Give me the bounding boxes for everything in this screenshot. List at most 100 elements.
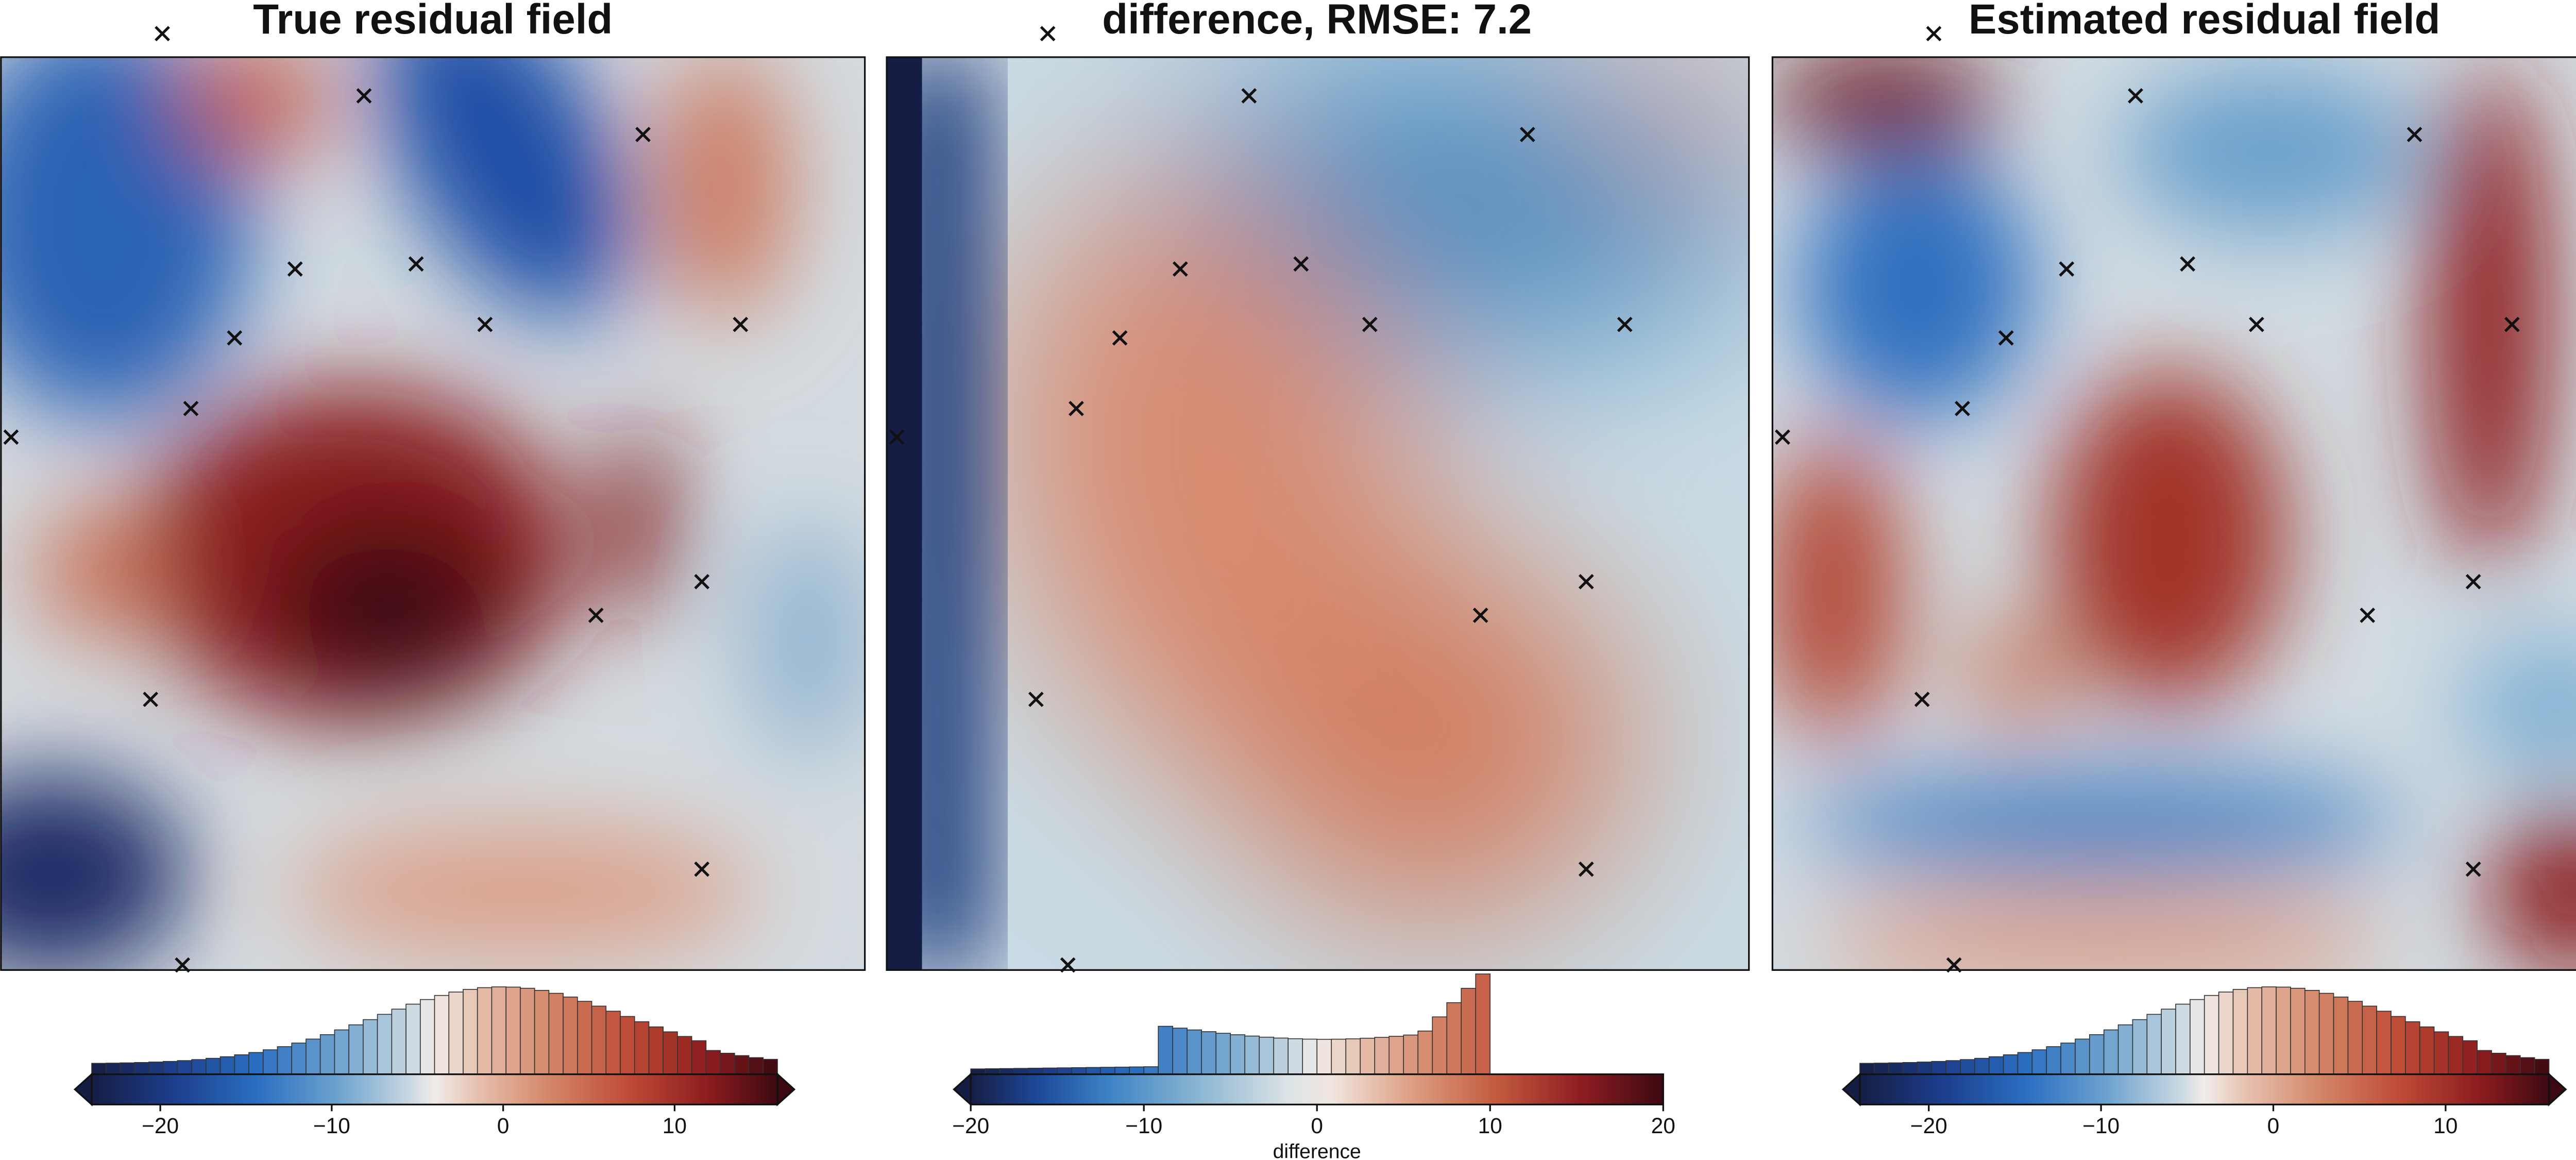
histogram-bar [2477,1050,2492,1075]
histogram-bar [1013,1068,1029,1075]
histogram-bar [1086,1067,1101,1075]
histogram-bar [1172,1028,1188,1075]
sample-point-marker [227,330,243,346]
sample-point-marker [694,574,710,590]
histogram-bar [999,1068,1015,1075]
histogram-bar [577,1001,592,1075]
sample-point-marker [1028,692,1044,708]
histogram-bar [1403,1034,1419,1075]
histogram-bar [1931,1061,1946,1075]
histogram-bar [419,999,435,1075]
histogram-bar [1287,1038,1303,1075]
histogram-bar [120,1062,135,1075]
sample-point-marker [155,26,170,42]
histogram-bar [2347,1001,2363,1075]
sample-point-marker [287,261,303,277]
histogram-bar [1071,1067,1087,1075]
colorbar: −20 −10 0 10 [73,986,796,1138]
histogram-bar [605,1011,621,1075]
histogram-bar [477,987,493,1075]
histogram-bar [1432,1016,1448,1075]
marker-layer [1775,26,2520,973]
sample-point-marker [1617,316,1633,332]
histogram-bar [534,989,550,1075]
histogram-bar [1244,1035,1260,1075]
sample-point-marker [889,429,905,445]
marker-layer [889,26,1633,973]
histogram-bar [1057,1067,1073,1075]
colorbar-tick-label: 10 [2433,1114,2458,1138]
sample-point-marker [1998,330,2014,346]
histogram-bar [2391,1016,2406,1075]
histogram-bar [162,1061,178,1075]
histogram-bar [1316,1038,1332,1075]
heatmap [1,57,865,970]
colorbar: −20 −10 0 10 20 difference [952,973,1675,1160]
histogram-bar [91,1063,107,1075]
colorbar-tick-label: −20 [1910,1114,1947,1138]
sample-point-marker [2128,88,2143,104]
histogram-bar [1417,1030,1433,1075]
histogram-bar [705,1050,721,1075]
histogram-bar [1331,1038,1347,1075]
colorbar-gradient [970,1073,1664,1105]
colorbar-tick-label: 0 [2267,1114,2280,1138]
sample-point-marker [2465,574,2481,590]
histogram-bar [206,1057,221,1075]
colorbar-histogram [91,986,778,1075]
colorbar-extend-low [73,1072,93,1107]
histogram-bar [1874,1063,1889,1075]
histogram-bar [2003,1054,2019,1075]
histogram-bar [1461,988,1477,1075]
sample-point-marker [1172,261,1188,277]
heatmap [1772,57,2576,970]
histogram-bar [2405,1021,2420,1075]
panel-true-residual: True residual field [0,0,866,1138]
histogram-bar [1917,1062,1933,1075]
histogram-bar [634,1021,650,1075]
histogram-bar [2060,1043,2076,1075]
histogram-bar [391,1008,406,1075]
histogram-bar [491,986,506,1075]
histogram-bar [720,1052,735,1075]
sample-point-marker [1519,127,1535,142]
histogram-bar [1215,1033,1231,1075]
histogram-bar [2190,999,2205,1075]
colorbar-tick-label: −10 [1125,1114,1162,1138]
sample-point-marker [3,429,19,445]
histogram-bar [2362,1005,2377,1075]
colorbar-tick-label: 10 [1478,1114,1502,1138]
histogram-bar [1100,1067,1116,1075]
histogram-bar [2318,993,2334,1075]
histogram-bar [2117,1024,2133,1075]
histogram-bar [677,1036,692,1075]
histogram-bar [1945,1060,1961,1075]
sample-point-marker [1946,957,1962,973]
colorbar-extend-low [1841,1072,1861,1107]
histogram-bar [2046,1046,2061,1075]
histogram-bar [1042,1067,1058,1075]
histogram-bar [2534,1058,2550,1075]
colorbar-tick-label: −20 [952,1114,989,1138]
histogram-bar [105,1063,121,1075]
histogram-bar [1345,1038,1361,1075]
histogram-bar [348,1024,364,1075]
histogram-bar [191,1059,207,1075]
histogram-bar [1902,1062,1918,1075]
histogram-bar [2204,995,2219,1075]
histogram-bar [1388,1036,1404,1075]
sample-point-marker [2180,256,2196,272]
histogram-bar [1374,1037,1390,1075]
histogram-bar [319,1034,335,1075]
sample-point-marker [694,861,710,877]
colorbar-tick-label: 10 [663,1114,687,1138]
sample-point-marker [1775,429,1790,445]
colorbar-tick-label: −20 [142,1114,179,1138]
histogram-bar [463,989,478,1075]
histogram-bar [2276,986,2291,1075]
sample-point-marker [2504,316,2520,332]
histogram-bar [1143,1066,1159,1075]
histogram-bar [2146,1014,2162,1075]
sample-point-marker [2465,861,2481,877]
